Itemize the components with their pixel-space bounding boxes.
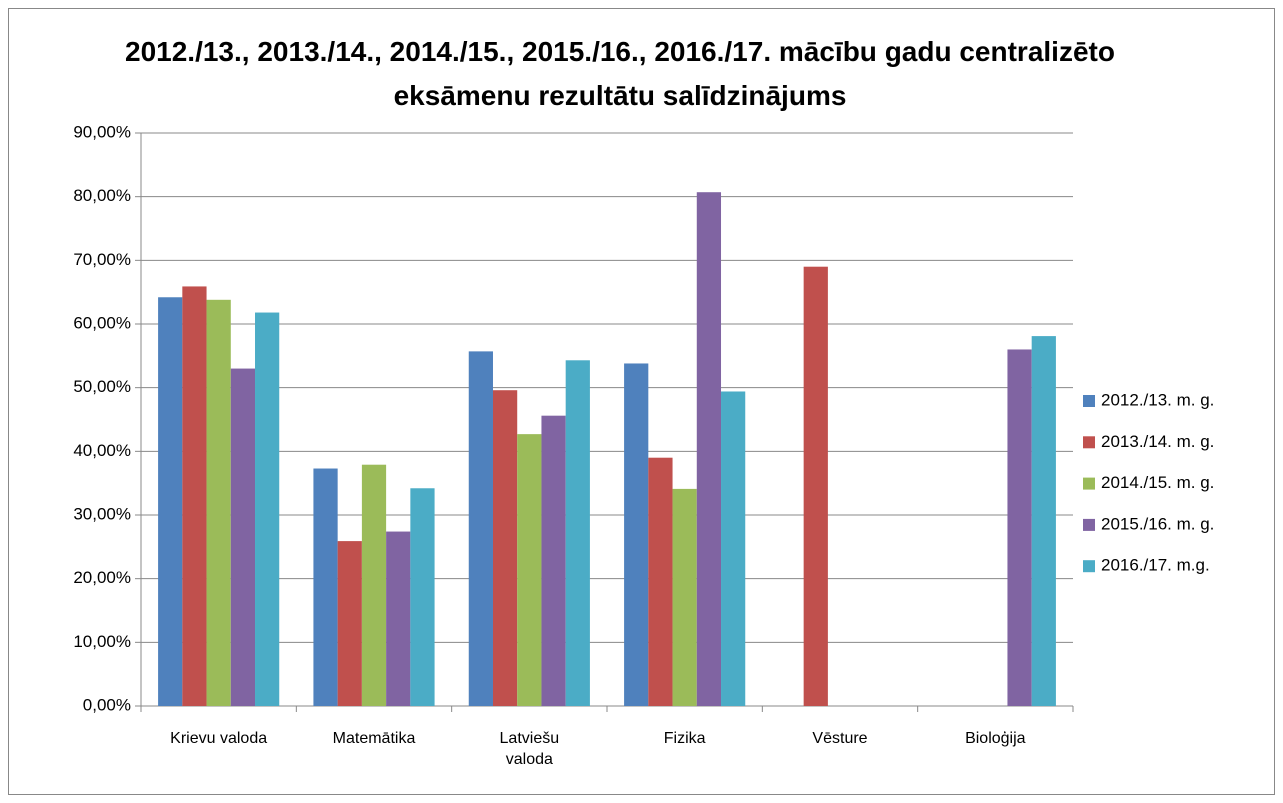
y-tick-label: 10,00% [73,632,131,651]
legend-label: 2013./14. m. g. [1101,432,1214,451]
bar [517,434,542,706]
x-tick-label: Krievu valoda [170,730,268,747]
y-tick-label: 20,00% [73,568,131,587]
bar [206,299,231,706]
legend-swatch [1083,395,1095,407]
bar [361,464,387,706]
x-tick-label: Bioloģija [965,730,1026,747]
legend-label: 2015./16. m. g. [1101,514,1214,533]
x-tick-label: Latviešu valoda [499,730,560,768]
bar [672,488,697,706]
x-tick-label: Matemātika [332,730,416,747]
y-tick-label: 80,00% [73,186,131,205]
y-tick-label: 40,00% [73,441,131,460]
bar [468,351,493,706]
bar [541,415,566,706]
bar [1031,336,1056,706]
legend-swatch [1083,477,1095,490]
y-tick-label: 30,00% [73,504,131,523]
legend-label: 2014./15. m. g. [1101,473,1214,492]
y-tick-label: 50,00% [73,377,131,396]
y-tick-label: 90,00% [73,122,131,141]
bar [313,468,338,706]
bar [158,297,183,706]
bar [182,286,207,706]
chart-title: 2012./13., 2013./14., 2014./15., 2015./1… [125,36,1115,111]
y-tick-label: 0,00% [83,695,131,714]
bar [386,531,411,706]
bar [624,363,649,706]
bar [696,192,722,706]
x-tick-label: Fizika [663,730,706,747]
y-tick-label: 70,00% [73,250,131,269]
legend-label: 2016./17. m.g. [1101,556,1210,575]
bar [1007,349,1032,706]
bar [492,390,518,706]
bar [255,312,280,706]
bar [803,266,828,706]
bar [337,541,362,706]
legend-swatch [1083,560,1095,573]
x-tick-label: Vēsture [812,730,868,747]
bar [721,391,746,706]
bar [410,488,435,706]
bar [230,368,256,706]
bar [565,360,590,706]
legend-swatch [1083,436,1095,449]
bar [648,457,673,706]
legend-swatch [1083,518,1095,531]
y-tick-label: 60,00% [73,313,131,332]
legend-label: 2012./13. m. g. [1101,390,1214,409]
